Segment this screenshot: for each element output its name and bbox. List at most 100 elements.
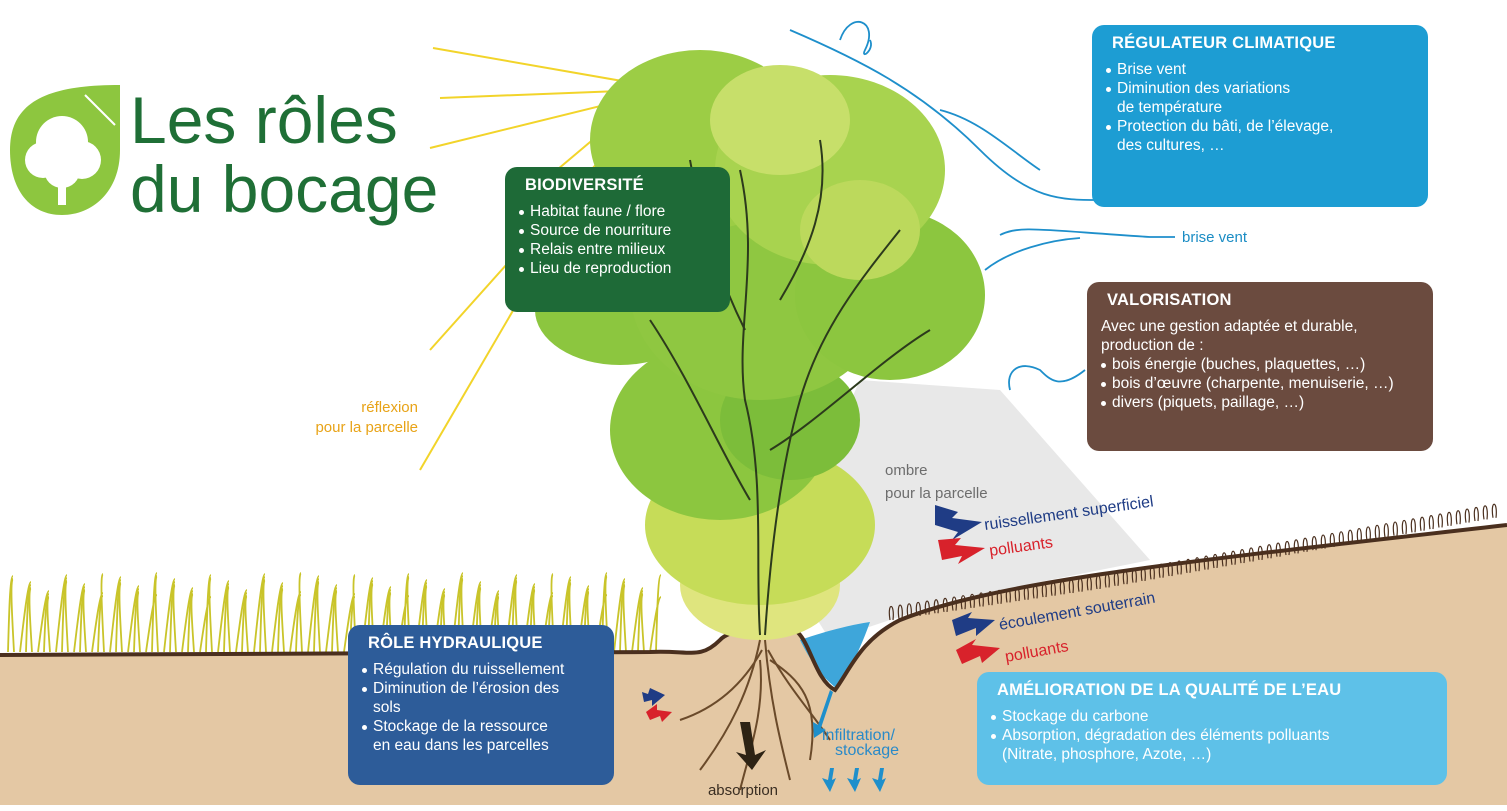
grass-blade [173, 585, 176, 652]
grass-blade [227, 587, 230, 652]
list-item: Régulation du ruissellement [362, 660, 600, 679]
label: absorption [708, 782, 778, 799]
grass-blade [656, 575, 661, 652]
item-text: divers (piquets, paillage, …) [1112, 393, 1419, 412]
grass-blade [137, 592, 140, 652]
item-text: (Nitrate, phosphore, Azote, …) [1002, 745, 1433, 764]
grass-blade [29, 588, 32, 652]
item-text: Habitat faune / flore [530, 202, 716, 221]
list-item: Brise vent [1106, 60, 1414, 79]
box-intro: production de : [1101, 336, 1419, 355]
grass-blade [47, 597, 50, 652]
grass-blade [1366, 527, 1370, 541]
bullet [991, 715, 996, 720]
grass-blade [335, 591, 338, 652]
grass-blade [1375, 525, 1379, 539]
box-title: AMÉLIORATION DE LA QUALITÉ DE L’EAU [997, 681, 1433, 700]
item-text: Absorption, dégradation des éléments pol… [1002, 726, 1433, 745]
bullet [991, 734, 996, 739]
grass-blade [245, 596, 248, 652]
bullet [1101, 382, 1106, 387]
grass-blade [1465, 509, 1469, 523]
grass-blade [1402, 520, 1406, 534]
item-text: bois d’œuvre (charpente, menuiserie, …) [1112, 374, 1419, 393]
list-item: bois d’œuvre (charpente, menuiserie, …) [1101, 374, 1419, 393]
bullet [519, 229, 524, 234]
item-text: Lieu de reproduction [530, 259, 716, 278]
box-title: RÉGULATEUR CLIMATIQUE [1112, 34, 1414, 53]
grass-blade [623, 585, 626, 652]
list-item: Relais entre milieux [519, 240, 716, 259]
box-title: RÔLE HYDRAULIQUE [368, 634, 600, 653]
item-text: Protection du bâti, de l’élevage, [1117, 117, 1414, 136]
bullet [519, 210, 524, 215]
item-text: Stockage du carbone [1002, 707, 1433, 726]
bullet [519, 267, 524, 272]
item-text: Diminution des variations [1117, 79, 1414, 98]
list-item: Stockage du carbone [991, 707, 1433, 726]
grass-blade [1483, 506, 1487, 520]
list-item: Source de nourriture [519, 221, 716, 240]
bullet [519, 248, 524, 253]
box-title: BIODIVERSITÉ [525, 176, 716, 195]
page: Les rôles du bocage brise vent réflexion… [0, 0, 1507, 811]
list-item: Protection du bâti, de l’élevage,des cul… [1106, 117, 1414, 155]
item-text: bois énergie (buches, plaquettes, …) [1112, 355, 1419, 374]
info-box: AMÉLIORATION DE LA QUALITÉ DE L’EAU Stock… [977, 672, 1447, 785]
bullet [362, 668, 367, 673]
grass-blade [1393, 522, 1397, 536]
bullet [1101, 363, 1106, 368]
grass-blade [1474, 508, 1478, 522]
list-item: Lieu de reproduction [519, 259, 716, 278]
item-text: des cultures, … [1117, 136, 1414, 155]
grass-blade [119, 583, 122, 652]
list-item: Absorption, dégradation des éléments pol… [991, 726, 1433, 764]
label: pour la parcelle [315, 419, 418, 436]
bullet [1106, 125, 1111, 130]
list-item: divers (piquets, paillage, …) [1101, 393, 1419, 412]
item-text: Relais entre milieux [530, 240, 716, 259]
label: pour la parcelle [885, 485, 988, 502]
item-text: sols [373, 698, 600, 717]
label: brise vent [1182, 229, 1248, 246]
bullet [362, 687, 367, 692]
label: stockage [835, 742, 899, 759]
logo [10, 85, 120, 215]
grass-blade [65, 581, 68, 652]
list-item: bois énergie (buches, plaquettes, …) [1101, 355, 1419, 374]
title-line: Les rôles [130, 83, 398, 157]
grass-blade [281, 589, 284, 652]
item-text: en eau dans les parcelles [373, 736, 600, 755]
grass-blade [101, 574, 104, 652]
grass-blade [1420, 517, 1424, 531]
info-box: RÔLE HYDRAULIQUE Régulation du ruissellem… [348, 625, 614, 785]
grass-blade [155, 576, 158, 652]
item-text: Stockage de la ressource [373, 717, 600, 736]
info-box: RÉGULATEUR CLIMATIQUE Brise ventDiminutio… [1092, 25, 1428, 207]
grass-blade [11, 579, 14, 652]
grass-blade [1492, 504, 1496, 518]
bullet [362, 725, 367, 730]
grass-blade [1438, 514, 1442, 528]
grass-blade [1411, 519, 1415, 533]
box-intro: Avec une gestion adaptée et durable, [1101, 317, 1419, 336]
box-title: VALORISATION [1107, 291, 1419, 310]
bullet [1106, 87, 1111, 92]
title-line: du bocage [130, 152, 438, 226]
item-text: Régulation du ruissellement [373, 660, 600, 679]
grass-blade [1384, 524, 1388, 538]
label: ombre [885, 462, 928, 479]
grass-blade [1456, 511, 1460, 525]
item-text: Source de nourriture [530, 221, 716, 240]
grass-blade [299, 573, 302, 652]
grass-blade [1447, 512, 1451, 526]
grass-blade [191, 594, 194, 652]
grass-blade [641, 594, 644, 652]
info-box: VALORISATION Avec une gestion adaptée et … [1087, 282, 1433, 451]
item-text: de température [1117, 98, 1414, 117]
label: réflexion [361, 399, 418, 416]
